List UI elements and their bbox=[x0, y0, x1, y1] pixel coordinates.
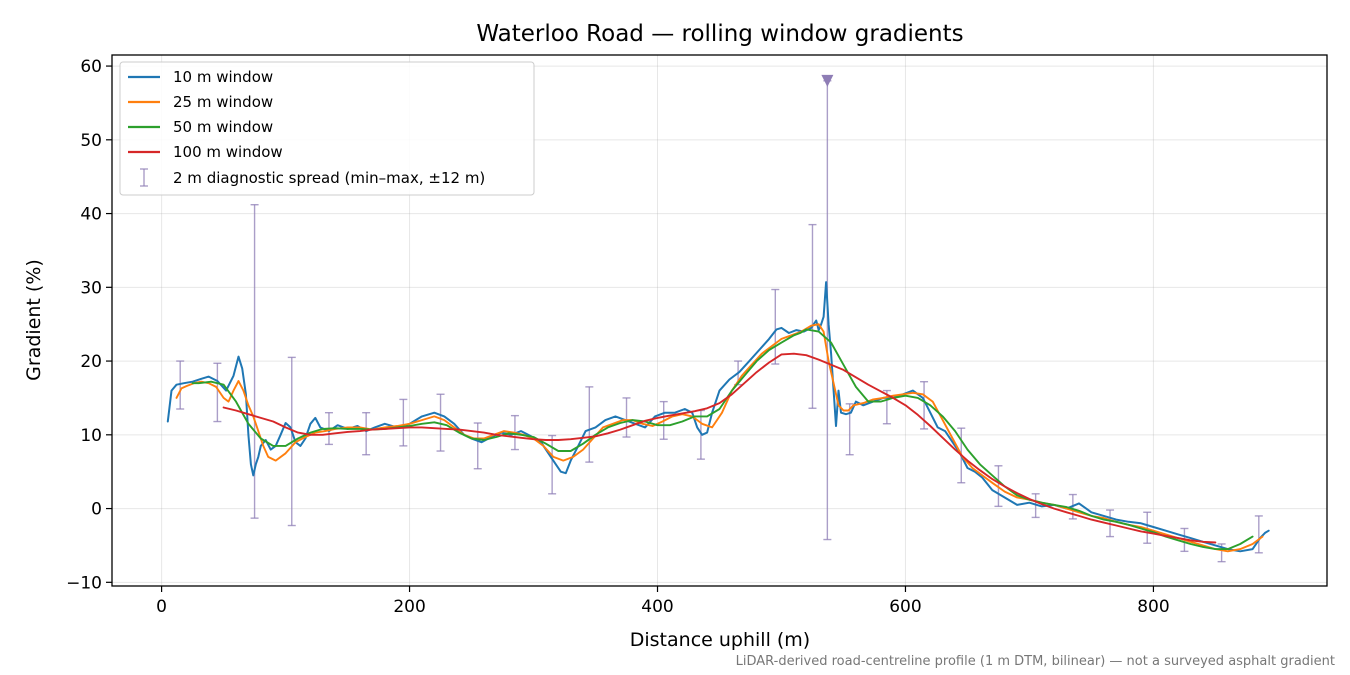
y-tick-label: −10 bbox=[66, 573, 102, 593]
x-tick-label: 0 bbox=[156, 597, 167, 617]
legend-label-50m: 50 m window bbox=[173, 118, 273, 136]
y-tick-label: 30 bbox=[80, 278, 102, 298]
clipped-spread-marker bbox=[821, 74, 834, 87]
legend-swatch-errorbar bbox=[140, 168, 148, 187]
errorbar bbox=[622, 397, 631, 438]
errorbar bbox=[771, 288, 780, 365]
y-tick-label: 40 bbox=[80, 205, 102, 225]
y-tick-label: 20 bbox=[80, 352, 102, 372]
errorbar bbox=[213, 362, 222, 423]
axes-frame bbox=[111, 54, 1328, 587]
errorbar bbox=[473, 422, 482, 470]
errorbar bbox=[1143, 511, 1152, 544]
y-tick-label: 50 bbox=[80, 131, 102, 151]
legend-label-100m: 100 m window bbox=[173, 143, 283, 161]
y-tick-label: 10 bbox=[80, 426, 102, 446]
errorbar bbox=[399, 398, 408, 447]
errorbar bbox=[808, 223, 817, 409]
series-line-10m bbox=[166, 281, 1270, 553]
legend-label-10m: 10 m window bbox=[173, 68, 273, 86]
y-axis-label: Gradient (%) bbox=[23, 259, 45, 381]
errorbar bbox=[882, 389, 891, 425]
errorbar bbox=[1254, 515, 1263, 554]
x-tick-label: 400 bbox=[641, 597, 673, 617]
legend: 10 m window 25 m window 50 m window 100 … bbox=[119, 61, 535, 196]
x-tick-label: 800 bbox=[1137, 597, 1169, 617]
legend-label-errorbar: 2 m diagnostic spread (min–max, ±12 m) bbox=[173, 169, 485, 187]
axis-ticks: 0 200 400 600 800 −10 0 10 20 30 40 50 60 bbox=[66, 57, 1170, 617]
legend-box bbox=[119, 61, 535, 196]
footnote: LiDAR-derived road-centreline profile (1… bbox=[736, 654, 1335, 669]
errorbar bbox=[436, 393, 445, 452]
series-line-100m bbox=[222, 352, 1217, 544]
x-axis-label: Distance uphill (m) bbox=[630, 629, 810, 651]
errorbar bbox=[585, 386, 594, 463]
x-tick-label: 600 bbox=[889, 597, 921, 617]
legend-label-25m: 25 m window bbox=[173, 93, 273, 111]
plot-area bbox=[166, 74, 1270, 563]
errorbar bbox=[548, 434, 557, 495]
y-tick-label: 0 bbox=[91, 500, 102, 520]
errorbar bbox=[362, 411, 371, 456]
errorbar bbox=[176, 360, 185, 410]
y-tick-label: 60 bbox=[80, 57, 102, 77]
x-tick-label: 200 bbox=[393, 597, 425, 617]
errorbar bbox=[1031, 493, 1040, 519]
chart-title: Waterloo Road — rolling window gradients bbox=[476, 21, 963, 47]
errorbar-group bbox=[176, 80, 1263, 563]
